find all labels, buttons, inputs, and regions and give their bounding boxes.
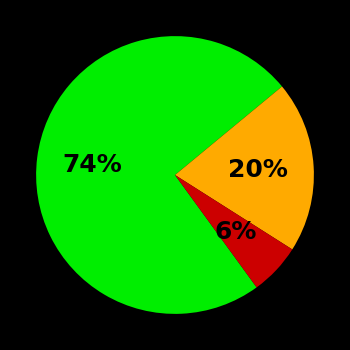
Wedge shape [175,175,292,287]
Text: 20%: 20% [228,158,288,182]
Wedge shape [175,86,314,250]
Text: 74%: 74% [62,153,122,176]
Text: 6%: 6% [215,220,257,244]
Wedge shape [36,36,282,314]
